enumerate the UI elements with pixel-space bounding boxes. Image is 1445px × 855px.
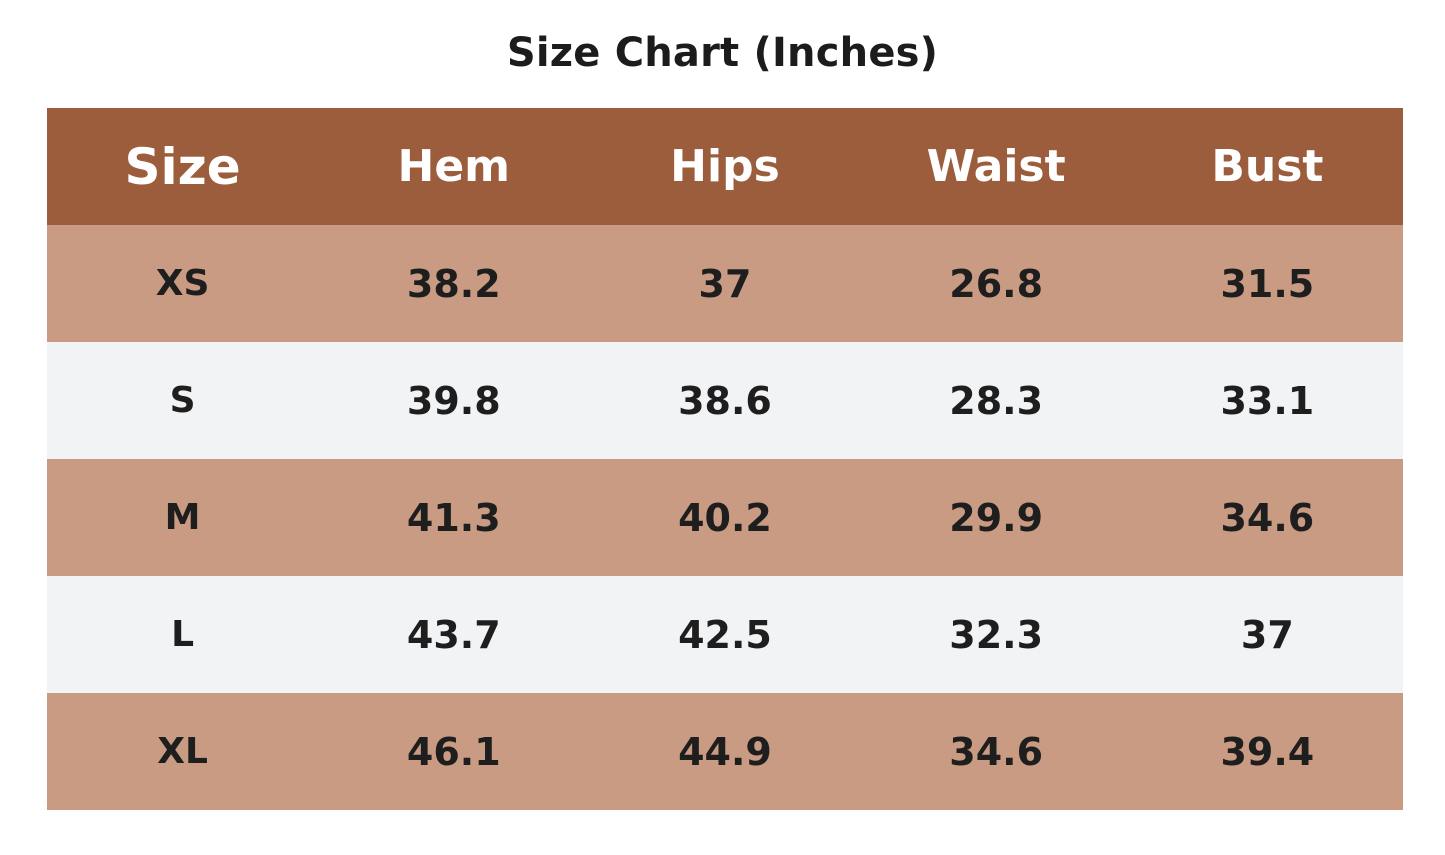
size-cell: S xyxy=(169,380,196,421)
bust-cell: 37 xyxy=(1240,612,1294,657)
hem-cell: 38.2 xyxy=(406,261,501,306)
waist-cell: 34.6 xyxy=(949,729,1044,774)
column-header-hem: Hem xyxy=(397,141,511,192)
hips-cell: 42.5 xyxy=(678,612,772,657)
bust-cell: 34.6 xyxy=(1220,495,1315,540)
table-row: L 43.7 42.5 32.3 37 xyxy=(47,576,1403,693)
size-cell: L xyxy=(171,614,195,655)
chart-title: Size Chart (Inches) xyxy=(506,30,939,76)
hips-cell: 40.2 xyxy=(678,495,772,540)
hips-cell: 44.9 xyxy=(678,729,772,774)
hem-cell: 43.7 xyxy=(406,612,501,657)
column-header-size: Size xyxy=(124,137,241,196)
hips-cell: 38.6 xyxy=(678,378,772,423)
waist-cell: 26.8 xyxy=(949,261,1044,306)
header-row: Size Hem Hips Waist Bust xyxy=(47,108,1403,225)
table-row: M 41.3 40.2 29.9 34.6 xyxy=(47,459,1403,576)
table-row: S 39.8 38.6 28.3 33.1 xyxy=(47,342,1403,459)
table-row: XL 46.1 44.9 34.6 39.4 xyxy=(47,693,1403,810)
column-header-waist: Waist xyxy=(926,141,1066,192)
size-cell: XS xyxy=(155,263,210,304)
hem-cell: 41.3 xyxy=(406,495,501,540)
bust-cell: 39.4 xyxy=(1220,729,1315,774)
hips-cell: 37 xyxy=(698,261,752,306)
hem-cell: 46.1 xyxy=(406,729,501,774)
table-row: XS 38.2 37 26.8 31.5 xyxy=(47,225,1403,342)
waist-cell: 29.9 xyxy=(949,495,1044,540)
bust-cell: 33.1 xyxy=(1220,378,1315,423)
waist-cell: 28.3 xyxy=(949,378,1044,423)
hem-cell: 39.8 xyxy=(406,378,501,423)
size-cell: XL xyxy=(157,731,208,772)
size-cell: M xyxy=(164,497,201,538)
bust-cell: 31.5 xyxy=(1220,261,1315,306)
waist-cell: 32.3 xyxy=(949,612,1044,657)
column-header-hips: Hips xyxy=(670,141,780,192)
size-chart-table: Size Hem Hips Waist Bust XS 38.2 37 26.8… xyxy=(47,108,1403,810)
column-header-bust: Bust xyxy=(1211,141,1324,192)
